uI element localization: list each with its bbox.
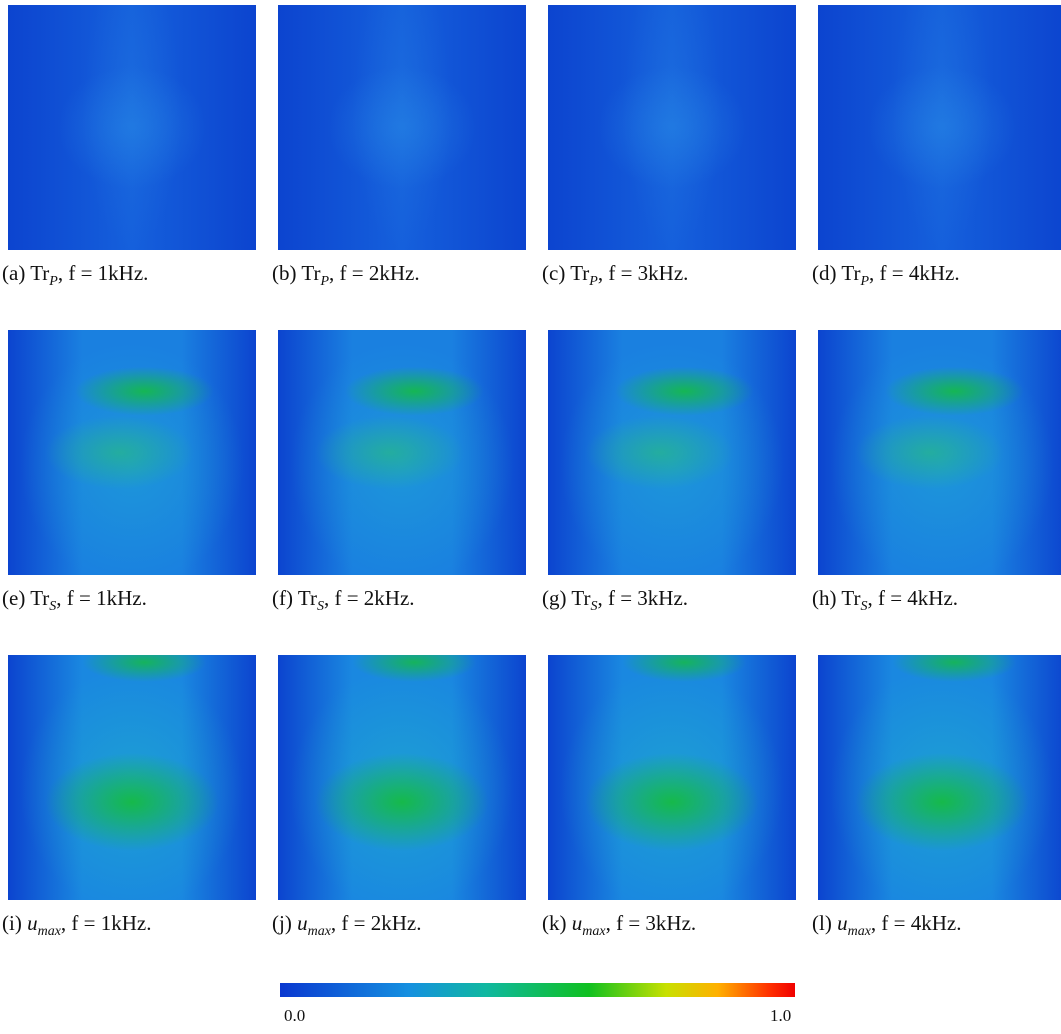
caption-frequency: , f = 2kHz. — [329, 261, 420, 285]
caption-frequency: , f = 3kHz. — [597, 586, 688, 610]
caption-symbol: Tr — [841, 261, 860, 285]
caption-tag: (a) — [2, 261, 25, 285]
panel-caption: (g) TrS, f = 3kHz. — [542, 586, 812, 615]
caption-subscript: max — [582, 924, 605, 939]
caption-frequency: , f = 3kHz. — [606, 911, 697, 935]
caption-symbol: Tr — [570, 261, 589, 285]
panel-caption: (c) TrP, f = 3kHz. — [542, 261, 812, 290]
heatmap-panel — [278, 5, 526, 250]
panel-caption: (e) TrS, f = 1kHz. — [2, 586, 272, 615]
caption-symbol: u — [27, 911, 38, 935]
caption-symbol: Tr — [841, 586, 860, 610]
caption-subscript: P — [49, 274, 58, 289]
caption-frequency: , f = 3kHz. — [598, 261, 689, 285]
caption-tag: (l) — [812, 911, 832, 935]
heatmap-panel — [548, 655, 796, 900]
caption-symbol: u — [572, 911, 583, 935]
colorbar — [280, 983, 795, 997]
caption-frequency: , f = 1kHz. — [56, 586, 147, 610]
heatmap-panel — [278, 330, 526, 575]
caption-frequency: , f = 4kHz. — [871, 911, 962, 935]
heatmap-panel — [818, 5, 1061, 250]
heatmap-panel — [278, 655, 526, 900]
caption-tag: (j) — [272, 911, 292, 935]
caption-tag: (g) — [542, 586, 567, 610]
heatmap-panel — [818, 330, 1061, 575]
caption-tag: (d) — [812, 261, 837, 285]
caption-subscript: max — [848, 924, 871, 939]
panel-caption: (d) TrP, f = 4kHz. — [812, 261, 1061, 290]
caption-frequency: , f = 2kHz. — [324, 586, 415, 610]
panel-caption: (i) umax, f = 1kHz. — [2, 911, 272, 940]
heatmap-panel — [818, 655, 1061, 900]
caption-tag: (k) — [542, 911, 567, 935]
panel-caption: (k) umax, f = 3kHz. — [542, 911, 812, 940]
heatmap-panel — [8, 655, 256, 900]
caption-subscript: S — [317, 599, 324, 614]
caption-subscript: max — [308, 924, 331, 939]
panel-caption: (l) umax, f = 4kHz. — [812, 911, 1061, 940]
caption-tag: (i) — [2, 911, 22, 935]
caption-symbol: Tr — [30, 261, 49, 285]
caption-symbol: Tr — [30, 586, 49, 610]
caption-subscript: P — [320, 274, 329, 289]
caption-symbol: u — [297, 911, 308, 935]
caption-tag: (h) — [812, 586, 837, 610]
caption-symbol: Tr — [298, 586, 317, 610]
caption-tag: (e) — [2, 586, 25, 610]
caption-frequency: , f = 2kHz. — [331, 911, 422, 935]
heatmap-panel — [8, 5, 256, 250]
heatmap-panel — [8, 330, 256, 575]
caption-frequency: , f = 4kHz. — [869, 261, 960, 285]
caption-frequency: , f = 4kHz. — [867, 586, 958, 610]
caption-symbol: u — [837, 911, 848, 935]
caption-tag: (c) — [542, 261, 565, 285]
caption-symbol: Tr — [571, 586, 590, 610]
colorbar-max-label: 1.0 — [770, 1006, 791, 1026]
panel-caption: (b) TrP, f = 2kHz. — [272, 261, 542, 290]
heatmap-panel — [548, 5, 796, 250]
panel-caption: (f) TrS, f = 2kHz. — [272, 586, 542, 615]
caption-tag: (b) — [272, 261, 297, 285]
panel-caption: (j) umax, f = 2kHz. — [272, 911, 542, 940]
caption-tag: (f) — [272, 586, 293, 610]
figure: 0.0 1.0 (a) TrP, f = 1kHz.(b) TrP, f = 2… — [0, 0, 1061, 1034]
caption-subscript: P — [589, 274, 598, 289]
colorbar-min-label: 0.0 — [284, 1006, 305, 1026]
caption-subscript: max — [38, 924, 61, 939]
caption-symbol: Tr — [301, 261, 320, 285]
panel-caption: (h) TrS, f = 4kHz. — [812, 586, 1061, 615]
caption-subscript: P — [860, 274, 869, 289]
caption-frequency: , f = 1kHz. — [58, 261, 149, 285]
panel-caption: (a) TrP, f = 1kHz. — [2, 261, 272, 290]
caption-frequency: , f = 1kHz. — [61, 911, 152, 935]
heatmap-panel — [548, 330, 796, 575]
